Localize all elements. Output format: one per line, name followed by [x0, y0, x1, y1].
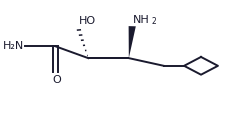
Text: NH: NH [133, 15, 150, 25]
Text: HO: HO [79, 16, 96, 26]
Text: 2: 2 [151, 17, 156, 26]
Text: H₂N: H₂N [3, 41, 24, 51]
Polygon shape [88, 57, 129, 59]
Polygon shape [129, 26, 136, 58]
Text: O: O [52, 75, 61, 85]
